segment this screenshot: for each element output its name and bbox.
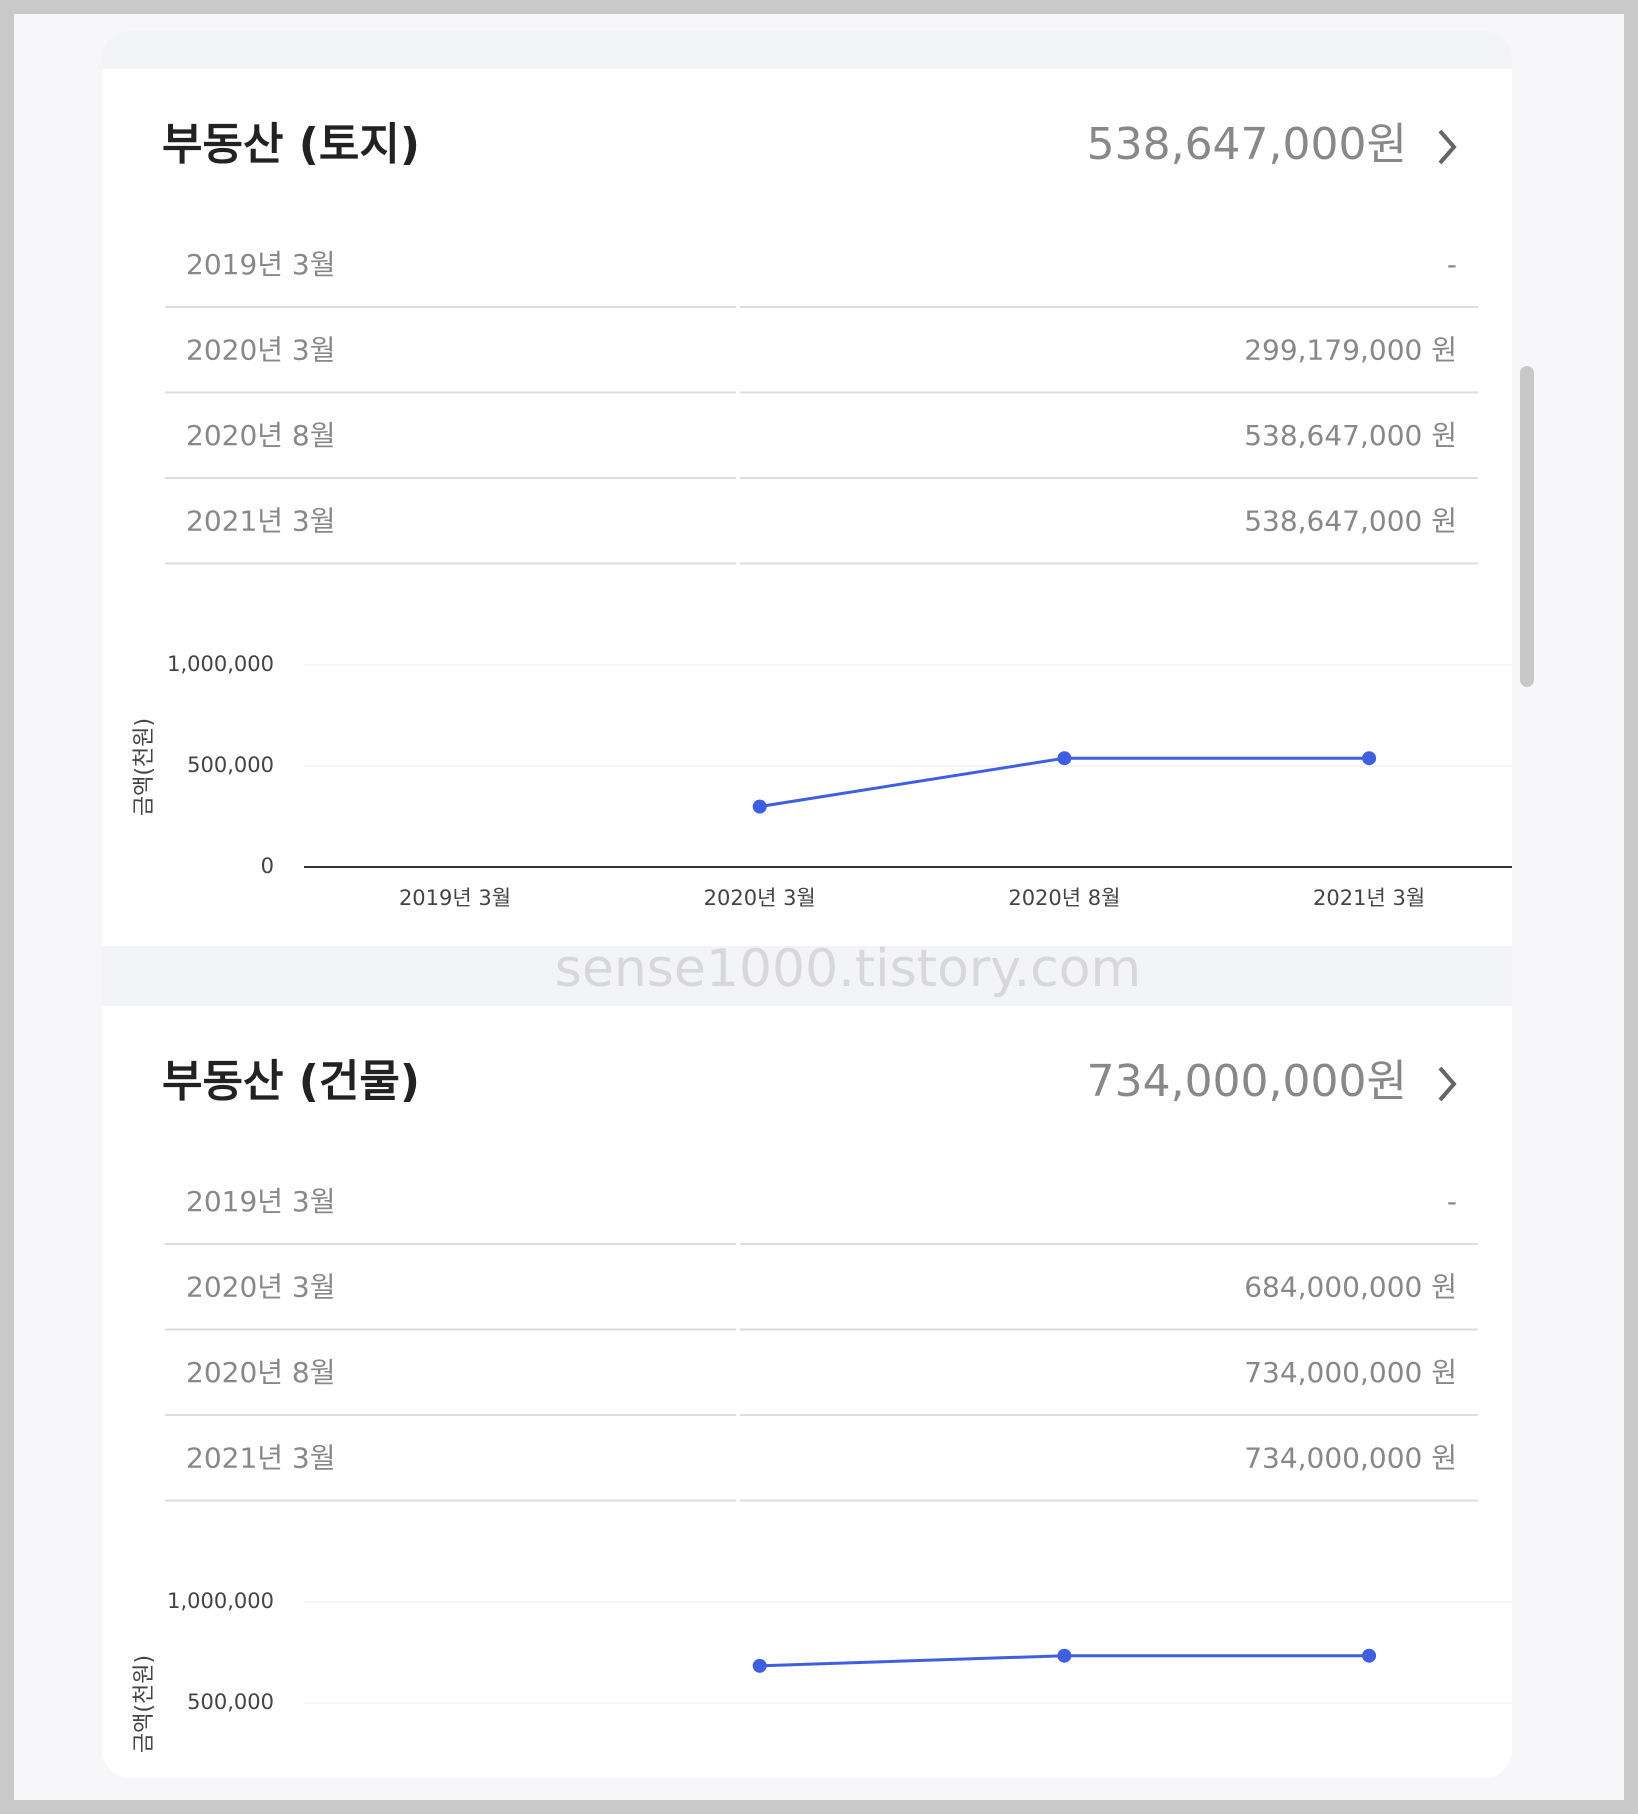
y-tick-label: 1,000,000 — [167, 652, 274, 676]
row-date: 2020년 8월 — [186, 419, 336, 452]
point — [1362, 751, 1377, 766]
row-value: - — [1447, 248, 1457, 281]
row-value: 734,000,000 원 — [1244, 1356, 1457, 1389]
x-tick-label: 2020년 8월 — [1008, 886, 1120, 910]
section-total[interactable]: 734,000,000원 — [1087, 1056, 1407, 1107]
band — [102, 946, 1512, 1006]
point — [1362, 1648, 1377, 1663]
row-value: 299,179,000 원 — [1244, 334, 1457, 367]
y-tick-label: 1,000,000 — [167, 1589, 274, 1613]
chevron — [1438, 129, 1457, 165]
row-value: 684,000,000 원 — [1244, 1271, 1457, 1304]
row-value: 538,647,000 원 — [1244, 505, 1457, 538]
scrollbar — [1520, 366, 1534, 687]
row-value: 538,647,000 원 — [1244, 419, 1457, 452]
y-tick-label: 0 — [261, 854, 274, 878]
row-date: 2019년 3월 — [186, 1185, 336, 1218]
y-axis-label: 금액(천원) — [132, 718, 157, 816]
x-tick-label: 2019년 3월 — [399, 886, 511, 910]
point — [752, 1658, 767, 1673]
x-tick-label: 2020년 3월 — [704, 886, 816, 910]
section-title: 부동산 (건물) — [162, 1056, 420, 1107]
section-total[interactable]: 538,647,000원 — [1087, 119, 1407, 170]
point — [1057, 751, 1072, 766]
point — [752, 799, 767, 814]
row-value: - — [1447, 1185, 1457, 1218]
watermark: sense1000.tistory.com — [555, 939, 1141, 999]
row-date: 2021년 3월 — [186, 505, 336, 538]
row-date: 2019년 3월 — [186, 248, 336, 281]
card-bg — [102, 31, 1512, 1778]
band — [102, 31, 1512, 69]
section-title: 부동산 (토지) — [162, 119, 420, 170]
row-date: 2021년 3월 — [186, 1442, 336, 1475]
row-date: 2020년 3월 — [186, 1271, 336, 1304]
row-date: 2020년 8월 — [186, 1356, 336, 1389]
y-tick-label: 500,000 — [187, 1690, 274, 1714]
card: sense1000.tistory.com 부동산 (토지) 538,647,00… — [102, 31, 1512, 1778]
y-tick-label: 500,000 — [187, 753, 274, 777]
chevron — [1438, 1066, 1457, 1102]
row-date: 2020년 3월 — [186, 334, 336, 367]
point — [1057, 1648, 1072, 1663]
row-value: 734,000,000 원 — [1244, 1442, 1457, 1475]
x-tick-label: 2021년 3월 — [1313, 886, 1425, 910]
y-axis-label: 금액(천원) — [132, 1655, 157, 1753]
